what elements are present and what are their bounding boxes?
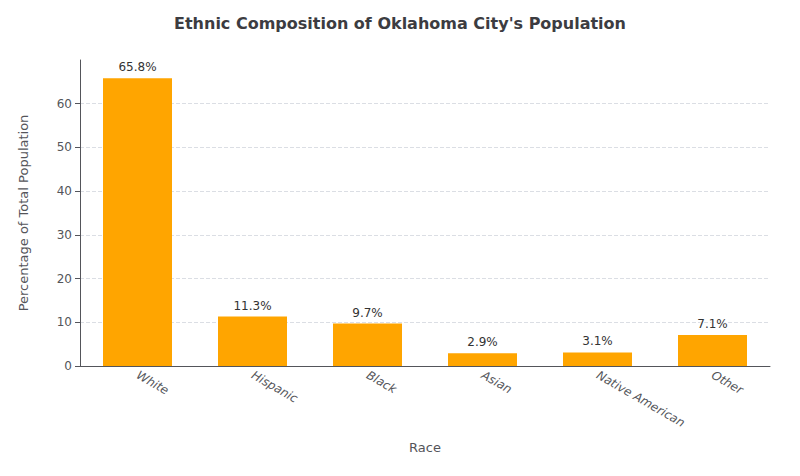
svg-text:3.1%: 3.1% (582, 334, 613, 348)
svg-text:7.1%: 7.1% (697, 317, 728, 331)
svg-text:2.9%: 2.9% (467, 335, 498, 349)
svg-text:Race: Race (409, 440, 441, 455)
svg-text:65.8%: 65.8% (118, 60, 156, 74)
svg-text:Percentage of Total Population: Percentage of Total Population (16, 115, 31, 312)
svg-text:Hispanic: Hispanic (249, 368, 301, 406)
svg-text:11.3%: 11.3% (233, 299, 271, 313)
svg-text:Asian: Asian (478, 367, 514, 396)
svg-text:60: 60 (57, 97, 72, 111)
svg-text:0: 0 (64, 359, 72, 373)
svg-text:Other: Other (709, 368, 746, 398)
svg-text:Ethnic Composition of Oklahoma: Ethnic Composition of Oklahoma City's Po… (174, 14, 626, 33)
svg-text:10: 10 (57, 315, 72, 329)
svg-text:Native American: Native American (594, 368, 687, 430)
svg-text:30: 30 (57, 228, 72, 242)
svg-text:20: 20 (57, 272, 72, 286)
svg-text:White: White (134, 368, 171, 398)
svg-text:9.7%: 9.7% (352, 306, 383, 320)
svg-text:50: 50 (57, 140, 72, 154)
svg-text:40: 40 (57, 184, 72, 198)
svg-text:Black: Black (364, 368, 400, 397)
